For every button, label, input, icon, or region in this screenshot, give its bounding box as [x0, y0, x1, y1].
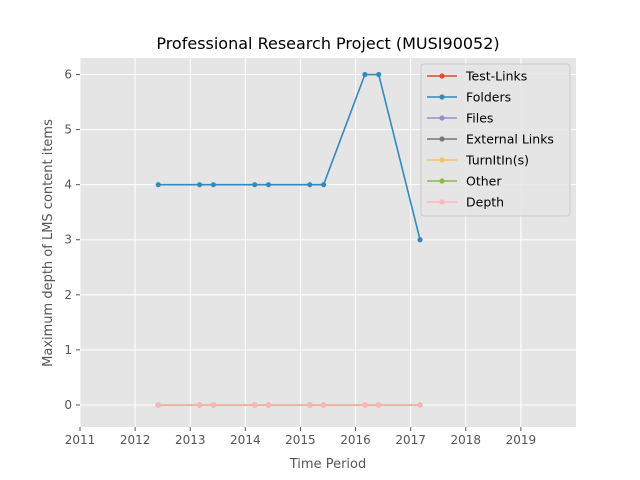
data-point-depth [196, 402, 203, 408]
legend-swatch-marker [439, 178, 445, 184]
data-point-depth [252, 402, 258, 408]
legend-swatch-marker [439, 94, 445, 100]
legend-label: External Links [466, 132, 554, 147]
data-point-folders [155, 182, 161, 188]
data-point-folders [307, 182, 313, 188]
data-point-folders [320, 182, 327, 188]
x-tick-label: 2018 [451, 433, 482, 447]
x-tick-label: 2013 [175, 433, 206, 447]
x-tick-label: 2012 [120, 433, 151, 447]
legend-label: Files [466, 111, 493, 126]
data-point-folders [265, 182, 272, 188]
data-point-folders [362, 71, 368, 78]
legend-item-depth: Depth [427, 195, 504, 210]
legend-item-files: Files [427, 111, 493, 126]
y-tick-label: 2 [64, 288, 72, 302]
legend-item-test-links: Test-Links [427, 69, 527, 84]
legend-swatch-marker [439, 115, 445, 121]
x-tick-label: 2011 [65, 433, 96, 447]
data-point-folders [376, 71, 382, 78]
x-tick-label: 2014 [230, 433, 261, 447]
data-point-folders [417, 237, 423, 243]
data-point-depth [417, 402, 423, 408]
data-point-depth [210, 402, 216, 408]
series-folders [155, 71, 423, 243]
data-point-folders [252, 182, 258, 188]
x-tick-label: 2019 [506, 433, 537, 447]
legend-label: Other [466, 174, 502, 189]
legend-item-external-links: External Links [427, 132, 554, 147]
data-point-depth [320, 402, 327, 408]
y-tick-label: 0 [64, 398, 72, 412]
y-axis-ticks: 0 1 2 3 4 5 6 [64, 68, 80, 412]
legend-swatch-marker [439, 199, 445, 205]
x-axis-label: Time Period [289, 457, 366, 472]
x-tick-label: 2016 [340, 433, 371, 447]
y-axis-label: Maximum depth of LMS content items [41, 119, 56, 367]
y-tick-label: 4 [64, 178, 72, 192]
series-depth [155, 402, 423, 408]
legend-label: Test-Links [465, 69, 527, 84]
legend-swatch-marker [439, 73, 445, 79]
y-tick-label: 6 [64, 68, 72, 82]
legend-swatch-marker [439, 136, 445, 142]
legend-box [420, 63, 571, 217]
series-layer [155, 71, 423, 408]
legend: Test-Links Folders Files External Links Turn… [420, 63, 571, 217]
legend-label: TurnItIn(s) [465, 153, 529, 168]
data-point-depth [376, 402, 382, 408]
y-tick-label: 5 [64, 123, 72, 137]
chart-title: Professional Research Project (MUSI90052… [156, 34, 499, 53]
x-axis-ticks: 2011 2012 2013 2014 2015 2016 2017 2018 2019 [65, 427, 536, 447]
y-tick-label: 3 [64, 233, 72, 247]
data-point-depth [155, 402, 161, 408]
series-line-folders [158, 73, 421, 240]
legend-label: Depth [466, 195, 504, 210]
data-point-folders [210, 182, 216, 188]
x-tick-label: 2017 [395, 433, 426, 447]
y-tick-label: 1 [64, 343, 72, 357]
legend-item-turnitin-s: TurnItIn(s) [427, 153, 529, 168]
data-point-folders [196, 182, 203, 188]
data-point-depth [307, 402, 313, 408]
data-point-depth [362, 402, 368, 408]
legend-item-other: Other [427, 174, 502, 189]
legend-swatch-marker [439, 157, 445, 163]
legend-item-folders: Folders [427, 90, 511, 105]
x-tick-label: 2015 [285, 433, 316, 447]
data-point-depth [265, 402, 272, 408]
legend-label: Folders [466, 90, 511, 105]
